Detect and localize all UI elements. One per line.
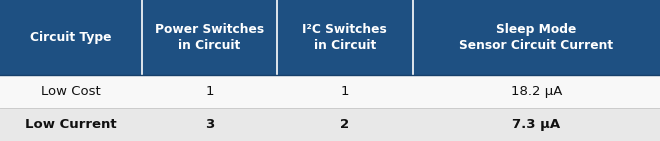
Text: Low Current: Low Current xyxy=(25,118,117,131)
Text: 1: 1 xyxy=(341,85,349,98)
Text: 1: 1 xyxy=(205,85,214,98)
Text: Circuit Type: Circuit Type xyxy=(30,31,112,44)
Text: Low Cost: Low Cost xyxy=(41,85,101,98)
Text: 7.3 μA: 7.3 μA xyxy=(512,118,560,131)
Text: Sleep Mode
Sensor Circuit Current: Sleep Mode Sensor Circuit Current xyxy=(459,23,613,52)
Text: 2: 2 xyxy=(341,118,349,131)
Text: Power Switches
in Circuit: Power Switches in Circuit xyxy=(155,23,264,52)
Text: 18.2 μA: 18.2 μA xyxy=(511,85,562,98)
Bar xyxy=(0,0,660,75)
Text: 3: 3 xyxy=(205,118,214,131)
Bar xyxy=(0,75,660,108)
Bar xyxy=(0,108,660,141)
Text: I²C Switches
in Circuit: I²C Switches in Circuit xyxy=(302,23,387,52)
